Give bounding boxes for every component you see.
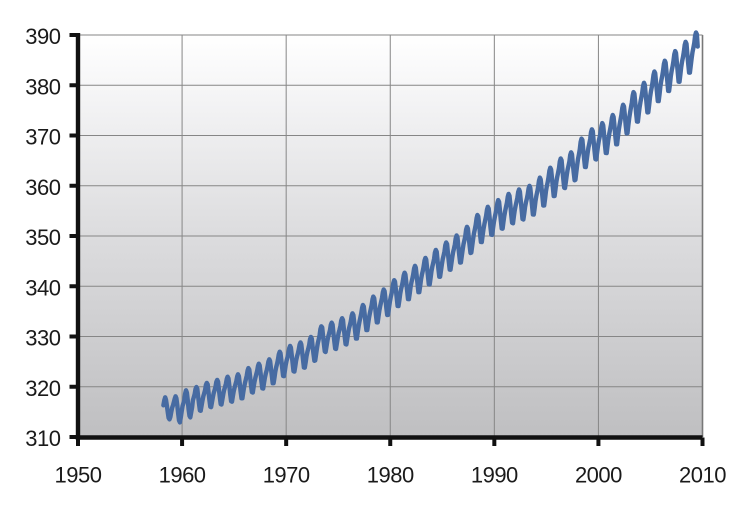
svg-text:340: 340 (25, 275, 60, 300)
svg-text:360: 360 (25, 175, 60, 200)
svg-text:1950: 1950 (55, 463, 102, 488)
svg-text:330: 330 (25, 326, 60, 351)
svg-text:2000: 2000 (575, 463, 622, 488)
svg-text:310: 310 (25, 426, 60, 451)
svg-text:390: 390 (25, 24, 60, 49)
svg-text:1990: 1990 (471, 463, 518, 488)
svg-text:1960: 1960 (159, 463, 206, 488)
svg-text:1970: 1970 (263, 463, 310, 488)
svg-text:2010: 2010 (679, 463, 726, 488)
svg-text:370: 370 (25, 125, 60, 150)
svg-text:380: 380 (25, 74, 60, 99)
svg-text:320: 320 (25, 376, 60, 401)
svg-text:1980: 1980 (367, 463, 414, 488)
svg-text:350: 350 (25, 225, 60, 250)
